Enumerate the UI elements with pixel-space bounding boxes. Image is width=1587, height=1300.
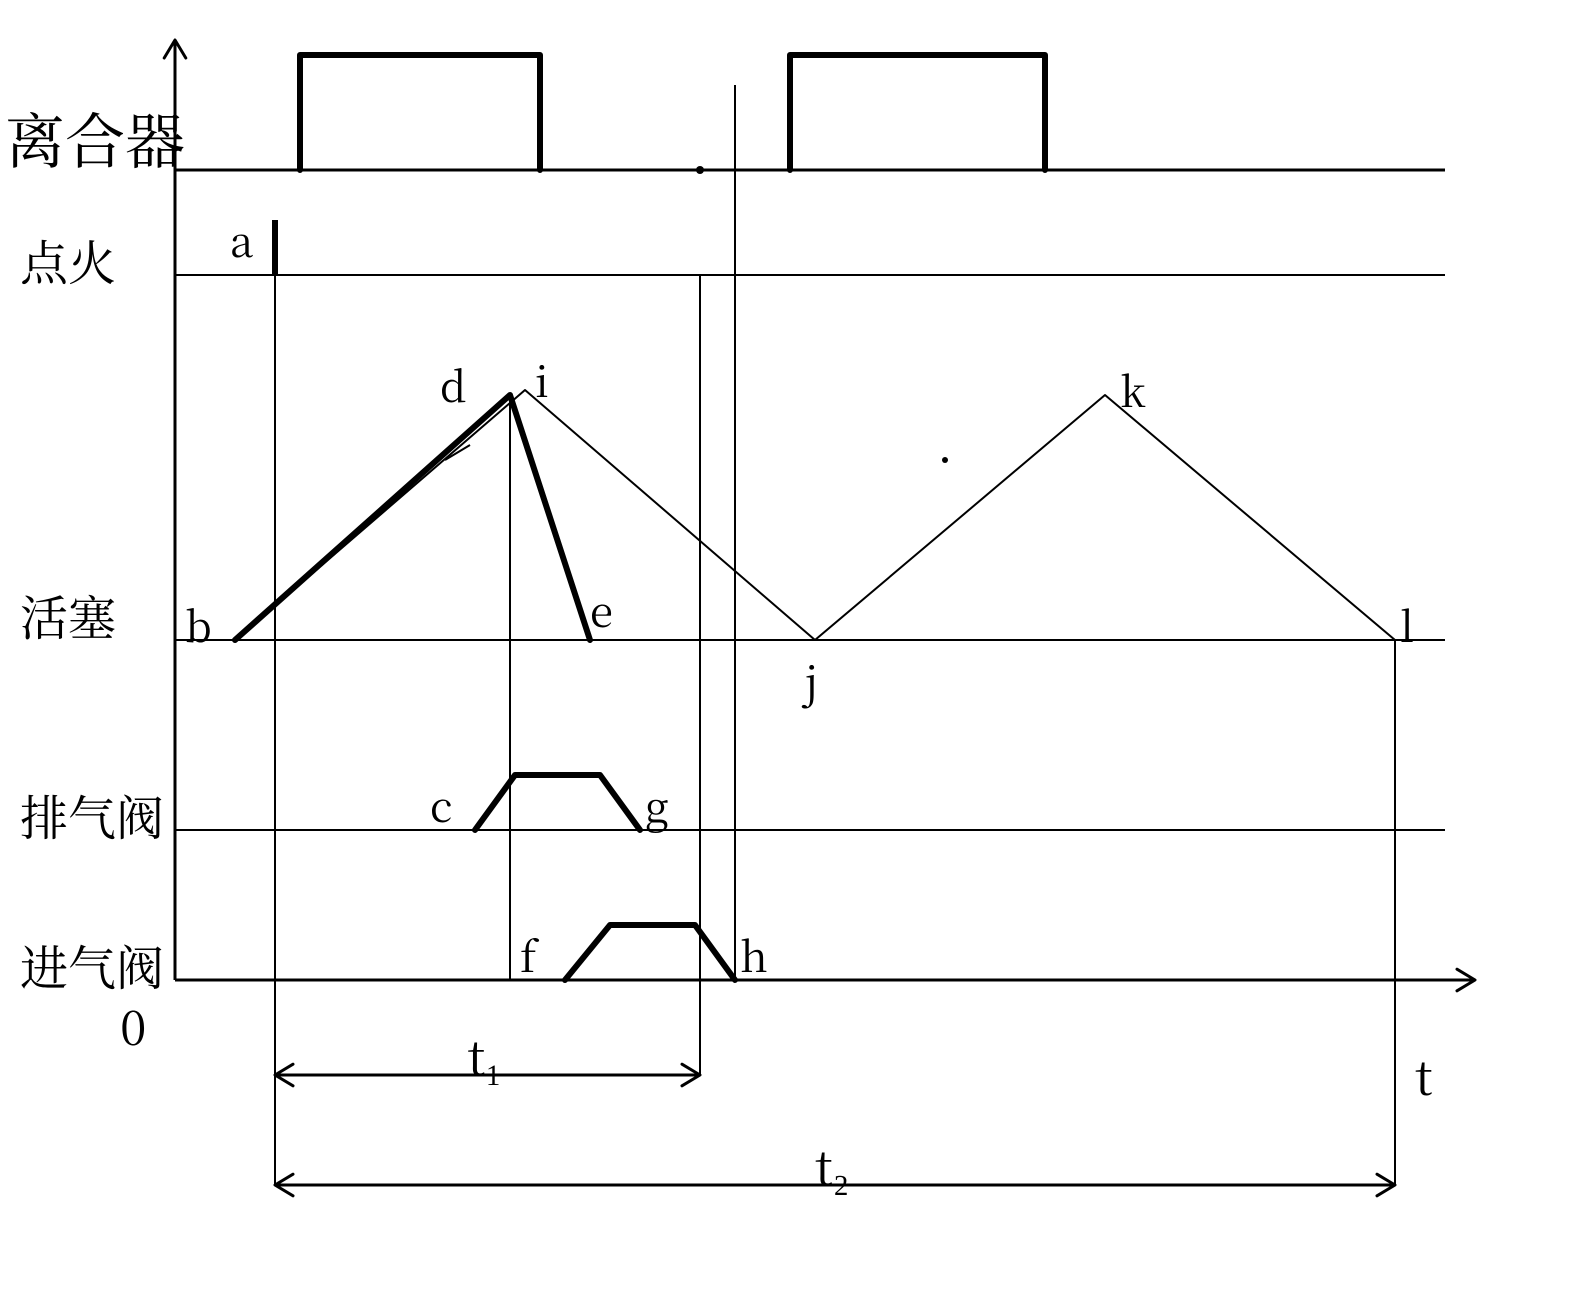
label-clutch: 离合器 bbox=[5, 95, 185, 181]
pt-h: h bbox=[740, 925, 768, 985]
label-intake: 进气阀 bbox=[20, 930, 164, 999]
pt-c: c bbox=[430, 775, 453, 835]
pt-a: a bbox=[230, 210, 253, 270]
diagram-svg bbox=[0, 0, 1587, 1300]
pt-e: e bbox=[590, 580, 613, 640]
pt-i: i bbox=[535, 350, 549, 410]
diagram-canvas: 离合器 点火 活塞 排气阀 进气阀 0 t a b d i e j k l c … bbox=[0, 0, 1587, 1300]
pt-l: l bbox=[1400, 595, 1414, 655]
label-x-axis: t bbox=[1415, 1040, 1433, 1109]
lbl-t2: t₂ bbox=[815, 1130, 849, 1199]
label-exhaust: 排气阀 bbox=[20, 780, 164, 849]
pt-k: k bbox=[1120, 360, 1146, 420]
pt-b: b bbox=[185, 595, 212, 655]
pt-g: g bbox=[645, 775, 669, 835]
lbl-t1: t₁ bbox=[468, 1020, 502, 1089]
pt-f: f bbox=[520, 925, 536, 985]
pt-d: d bbox=[440, 355, 466, 415]
pt-j: j bbox=[805, 650, 818, 710]
label-piston: 活塞 bbox=[20, 580, 116, 649]
label-origin: 0 bbox=[120, 990, 146, 1059]
label-ignition: 点火 bbox=[20, 225, 116, 294]
